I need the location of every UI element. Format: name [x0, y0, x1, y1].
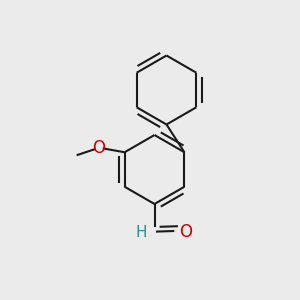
Text: O: O: [179, 223, 192, 241]
Text: O: O: [93, 139, 106, 157]
Text: H: H: [136, 225, 147, 240]
